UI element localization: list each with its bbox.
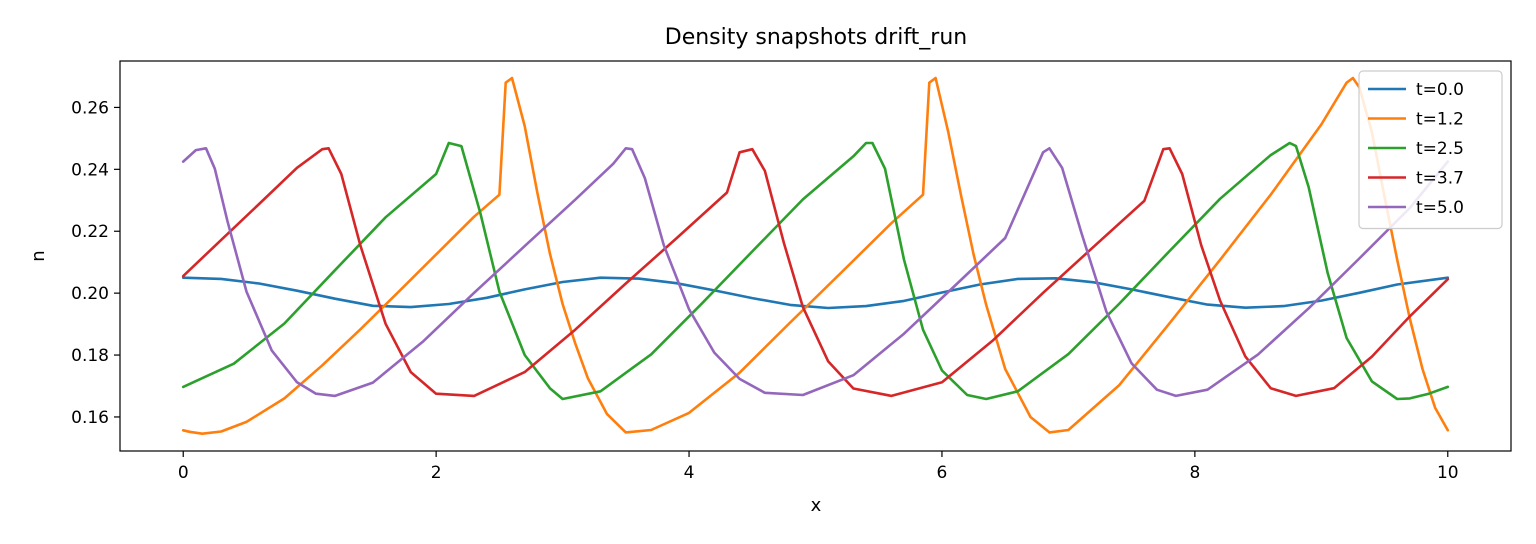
legend-label-0: t=0.0 [1416, 80, 1464, 100]
legend: t=0.0 t=1.2 t=2.5 t=3.7 t=5.0 [1358, 70, 1503, 230]
y-tick-label: 0.18 [71, 346, 109, 366]
x-tick-label: 0 [178, 463, 189, 483]
x-tick-label: 4 [684, 463, 695, 483]
x-axis: 0 2 4 6 8 10 [178, 451, 1459, 483]
series-line-2 [181, 141, 1450, 401]
legend-label-3: t=3.7 [1416, 169, 1464, 189]
x-tick-label: 6 [937, 463, 948, 483]
y-tick-label: 0.22 [71, 222, 109, 242]
series-line-4 [181, 147, 1450, 398]
series-line-1 [181, 76, 1450, 436]
legend-label-4: t=5.0 [1416, 198, 1464, 218]
y-tick-label: 0.24 [71, 160, 109, 180]
y-tick-label: 0.26 [71, 98, 109, 118]
plot-area [119, 60, 1512, 452]
legend-label-2: t=2.5 [1416, 139, 1464, 159]
plot-frame [119, 60, 1512, 452]
x-tick-label: 10 [1437, 463, 1459, 483]
chart-title: Density snapshots drift_run [665, 25, 967, 50]
series-layer [181, 76, 1450, 436]
x-tick-label: 8 [1189, 463, 1200, 483]
x-tick-label: 2 [431, 463, 442, 483]
y-axis: 0.16 0.18 0.20 0.22 0.24 0.26 [71, 98, 120, 428]
y-tick-label: 0.20 [71, 284, 109, 304]
x-axis-label: x [811, 495, 822, 516]
series-line-3 [181, 147, 1450, 398]
y-tick-label: 0.16 [71, 408, 109, 428]
legend-label-1: t=1.2 [1416, 110, 1464, 130]
y-axis-label: n [28, 250, 49, 261]
series-line-0 [181, 276, 1450, 310]
legend-frame [1358, 70, 1503, 230]
